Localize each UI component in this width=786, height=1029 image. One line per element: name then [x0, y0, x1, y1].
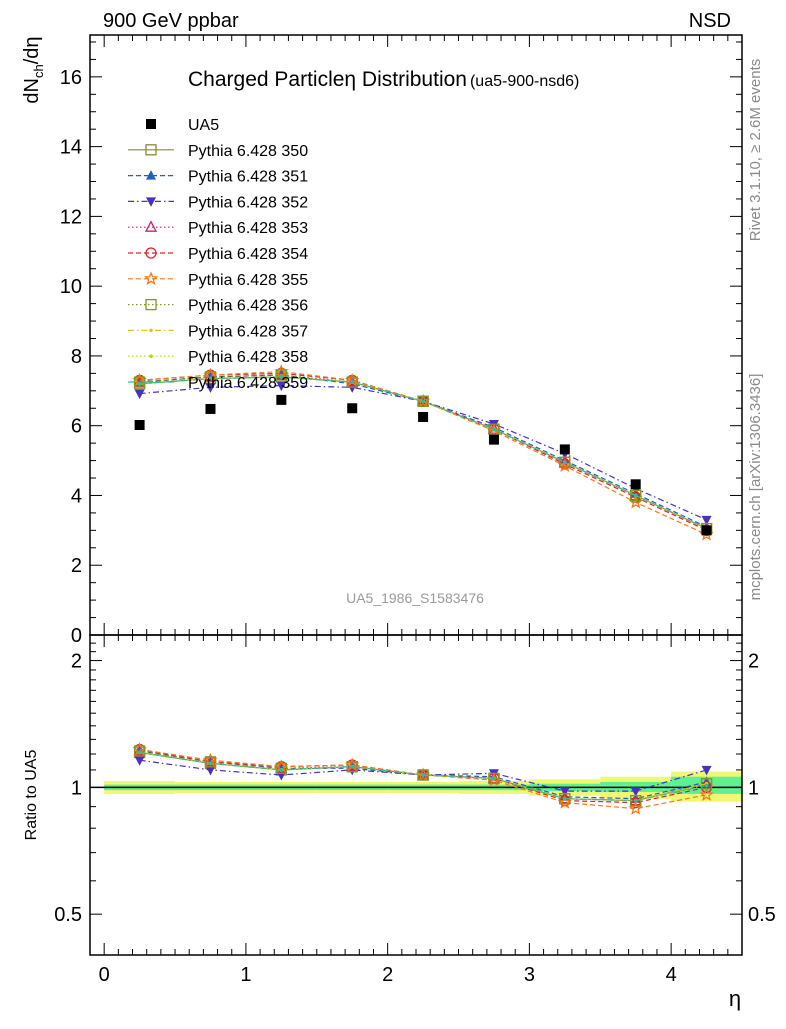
legend-marker-5	[146, 273, 157, 283]
ratio-point-9	[705, 784, 709, 788]
ratio-ylabel: Ratio to UA5	[23, 750, 40, 841]
chart-title: Charged Particleη Distribution (ua5-900-n…	[188, 68, 579, 91]
legend-label-5: Pythia 6.428 355	[188, 272, 308, 289]
main-y-tick-label: 16	[60, 67, 82, 89]
main-y-tick-label: 14	[60, 137, 82, 159]
data-point	[631, 479, 641, 489]
series-point-9	[492, 427, 496, 431]
legend-label-data: UA5	[188, 117, 219, 134]
main-y-tick-label: 10	[60, 276, 82, 298]
main-y-tick-label: 6	[71, 416, 82, 438]
header-right-label: NSD	[689, 10, 731, 32]
series-point-9	[563, 461, 567, 465]
header-left-label: 900 GeV ppbar	[103, 10, 239, 32]
ratio-y-tick-label-right: 2	[748, 651, 759, 673]
legend-label-8: Pythia 6.428 358	[188, 349, 308, 366]
data-point	[560, 444, 570, 454]
mcplots-label: mcplots.cern.ch [arXiv:1306.3436]	[747, 374, 764, 601]
data-point	[702, 525, 712, 535]
legend-marker-8	[149, 354, 153, 358]
x-tick-label: 4	[666, 964, 677, 986]
x-axis-label: η	[729, 986, 741, 1011]
legend-label-4: Pythia 6.428 354	[188, 246, 308, 263]
ratio-y-tick-label-right: 0.5	[748, 904, 776, 926]
main-ylabel: dNch/dη	[21, 36, 46, 103]
ratio-point-9	[421, 773, 425, 777]
x-tick-label: 2	[382, 964, 393, 986]
ratio-y-tick-label: 0.5	[54, 904, 82, 926]
analysis-watermark: UA5_1986_S1583476	[346, 590, 484, 606]
legend-label-6: Pythia 6.428 356	[188, 298, 308, 315]
ratio-y-tick-label-right: 1	[748, 777, 759, 799]
chart-subtitle: (ua5-900-nsd6)	[470, 73, 579, 90]
legend: UA5 Pythia 6.428 350 Pythia 6.428 351 Pythi…	[128, 117, 308, 392]
series-point-9	[634, 494, 638, 498]
legend-marker-1	[146, 170, 156, 180]
ratio-y-tick-label: 1	[71, 777, 82, 799]
data-point	[135, 420, 145, 430]
ratio-point-9	[138, 751, 142, 755]
chart-title-main: Charged Particleη Distribution	[188, 68, 467, 91]
main-y-tick-label: 4	[71, 485, 82, 507]
legend-label-7: Pythia 6.428 357	[188, 323, 308, 340]
main-y-tick-label: 2	[71, 555, 82, 577]
ratio-point-9	[634, 799, 638, 803]
x-tick-label: 1	[240, 964, 251, 986]
main-ylabel-main: dN	[21, 78, 43, 104]
data-point	[489, 435, 499, 445]
legend-marker-data	[146, 119, 156, 129]
main-ylabel-sub: ch	[31, 64, 46, 78]
legend-label-9: Pythia 6.428 359	[188, 375, 308, 392]
data-point	[347, 403, 357, 413]
x-tick-label: 0	[99, 964, 110, 986]
chart-svg: 900 GeV ppbar NSD Rivet 3.1.10, ≥ 2.6M e…	[0, 0, 786, 1024]
ratio-point-9	[280, 768, 284, 772]
series-point-9	[421, 399, 425, 403]
legend-label-2: Pythia 6.428 352	[188, 194, 308, 211]
main-ylabel-tail: /dη	[21, 36, 43, 64]
plot-canvas: 900 GeV ppbar NSD Rivet 3.1.10, ≥ 2.6M e…	[0, 0, 786, 1024]
data-point	[418, 412, 428, 422]
legend-marker-9	[149, 380, 153, 384]
legend-marker-2	[146, 197, 156, 207]
ratio-point-9	[563, 797, 567, 801]
ratio-panel: 0 1 2 3 4 0.5 0.5 1 1 2 2	[54, 635, 776, 986]
rivet-version-label: Rivet 3.1.10, ≥ 2.6M events	[747, 59, 764, 242]
main-panel: 0 2 4 6 8 10 12 14 16	[60, 35, 742, 647]
legend-label-3: Pythia 6.428 353	[188, 220, 308, 237]
main-y-tick-label: 8	[71, 346, 82, 368]
ratio-point-9	[492, 777, 496, 781]
ratio-point-9	[350, 765, 354, 769]
legend-label-1: Pythia 6.428 351	[188, 169, 308, 186]
main-y-tick-label: 0	[71, 625, 82, 647]
legend-marker-7	[149, 329, 153, 333]
ratio-y-tick-label: 2	[71, 651, 82, 673]
series-point-2	[135, 390, 145, 400]
series-point-9	[350, 380, 354, 384]
legend-marker-6	[146, 300, 156, 310]
data-point	[205, 404, 215, 414]
main-y-tick-label: 12	[60, 206, 82, 228]
x-tick-label: 3	[524, 964, 535, 986]
legend-label-0: Pythia 6.428 350	[188, 143, 308, 160]
ratio-point-9	[209, 762, 213, 766]
legend-marker-3	[146, 222, 156, 232]
data-point	[276, 395, 286, 405]
